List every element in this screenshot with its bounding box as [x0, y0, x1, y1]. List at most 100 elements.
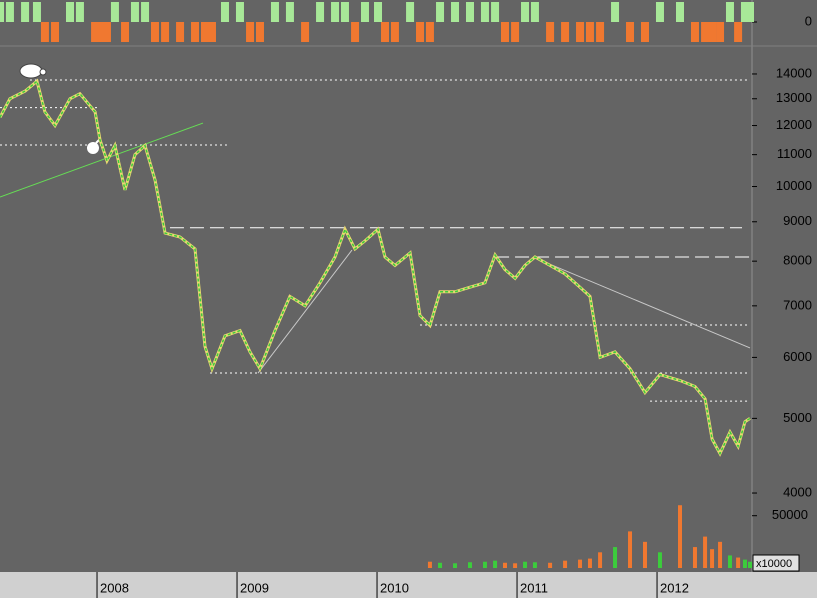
indicator-bar	[0, 2, 4, 22]
indicator-bar	[576, 22, 585, 42]
volume-bar	[613, 547, 618, 568]
indicator-bar	[351, 22, 360, 42]
indicator-bar	[465, 2, 474, 22]
y-tick-label: 0	[805, 13, 812, 28]
indicator-bar	[480, 2, 489, 22]
indicator-bar	[406, 2, 415, 22]
indicator-bar	[95, 22, 104, 42]
indicator-bar	[675, 2, 684, 22]
indicator-bar	[530, 2, 539, 22]
indicator-bar	[500, 22, 509, 42]
indicator-bar	[102, 22, 111, 42]
indicator-bar	[110, 2, 119, 22]
indicator-bar	[235, 2, 244, 22]
indicator-bar	[381, 22, 390, 42]
indicator-bar	[331, 2, 340, 22]
volume-bar	[467, 562, 472, 568]
indicator-bar	[708, 22, 717, 42]
indicator-bar	[150, 22, 159, 42]
indicator-bar	[5, 2, 14, 22]
indicator-bar	[611, 2, 620, 22]
volume-bar	[628, 531, 633, 568]
indicator-bar	[40, 22, 49, 42]
indicator-bar	[740, 2, 749, 22]
x-tick-label: 2009	[240, 580, 269, 595]
indicator-bar	[301, 22, 310, 42]
indicator-bar	[374, 2, 383, 22]
unit-label: x10000	[756, 558, 792, 570]
indicator-bar	[701, 22, 710, 42]
indicator-bar	[451, 2, 460, 22]
volume-bar	[532, 562, 537, 568]
y-tick-label: 7000	[783, 297, 812, 312]
indicator-bar	[21, 2, 30, 22]
volume-bar	[513, 563, 518, 568]
indicator-bar	[246, 22, 255, 42]
y-tick-label: 11000	[777, 146, 812, 161]
volume-bar	[493, 560, 498, 568]
indicator-bar	[655, 2, 664, 22]
y-tick-label: 5000	[783, 410, 812, 425]
trend-line	[0, 122, 204, 198]
volume-bar	[710, 549, 715, 568]
indicator-bar	[270, 2, 279, 22]
indicator-bar	[596, 22, 605, 42]
indicator-bar	[716, 22, 725, 42]
indicator-bar	[161, 22, 170, 42]
y-tick-label: 10000	[776, 178, 812, 193]
indicator-bar	[734, 22, 743, 42]
indicator-bar	[585, 22, 594, 42]
indicator-bar	[66, 2, 75, 22]
indicator-bar	[746, 2, 754, 22]
volume-bar	[727, 555, 732, 568]
indicator-bar	[436, 2, 445, 22]
volume-bar	[578, 559, 583, 568]
indicator-bar	[640, 22, 649, 42]
x-tick-label: 2010	[380, 580, 409, 595]
x-tick-label: 2012	[660, 580, 689, 595]
indicator-bar	[491, 2, 500, 22]
x-tick-label: 2008	[100, 580, 129, 595]
price-line-overlay	[0, 79, 751, 456]
indicator-bar	[521, 2, 530, 22]
indicator-bar	[207, 22, 216, 42]
volume-bar	[657, 552, 662, 568]
y-tick-label: 9000	[783, 213, 812, 228]
volume-bar	[742, 559, 747, 568]
indicator-bar	[416, 22, 425, 42]
indicator-bar	[121, 22, 130, 42]
indicator-bar	[340, 2, 349, 22]
volume-bar	[563, 560, 568, 568]
indicator-bar	[220, 2, 229, 22]
turtle-icon	[19, 63, 47, 79]
volume-bar	[482, 561, 487, 568]
indicator-bar	[285, 2, 294, 22]
indicator-bar	[425, 22, 434, 42]
volume-bar	[748, 561, 752, 568]
indicator-bar	[75, 2, 84, 22]
y-tick-label: 4000	[783, 484, 812, 499]
unit-box	[752, 554, 800, 572]
indicator-bar	[511, 22, 520, 42]
y-tick-label: 50000	[772, 507, 808, 522]
volume-bar	[548, 562, 553, 568]
volume-bar	[677, 505, 682, 568]
volume-bar	[736, 557, 741, 568]
y-tick-label: 14000	[776, 65, 812, 80]
indicator-bar	[191, 22, 200, 42]
y-tick-label: 12000	[776, 117, 812, 132]
volume-bar	[453, 563, 458, 568]
indicator-bar	[725, 2, 734, 22]
indicator-bar	[316, 2, 325, 22]
volume-bar	[703, 536, 708, 568]
indicator-bar	[176, 22, 185, 42]
volume-bar	[692, 547, 697, 568]
x-axis-strip	[0, 572, 817, 598]
x-tick-label: 2011	[520, 580, 548, 595]
indicator-bar	[390, 22, 399, 42]
indicator-bar	[32, 2, 41, 22]
indicator-bar	[200, 22, 209, 42]
volume-bar	[587, 558, 592, 568]
